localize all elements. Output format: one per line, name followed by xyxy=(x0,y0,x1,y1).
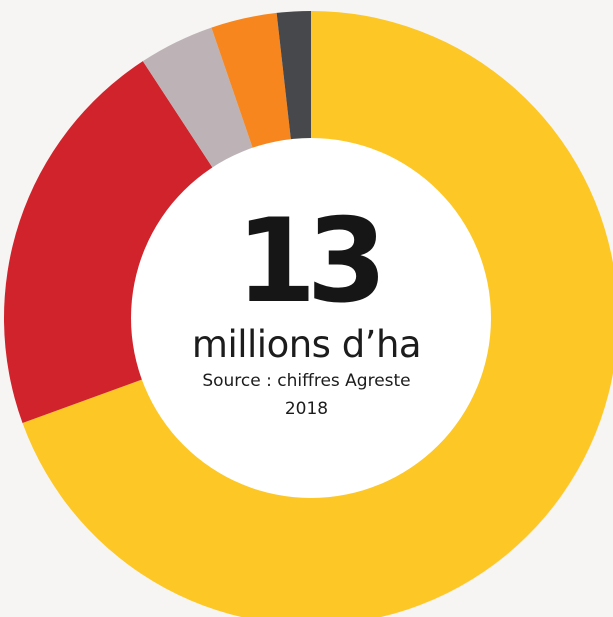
unit-label: millions d’ha xyxy=(191,323,422,366)
donut-hole xyxy=(131,138,491,498)
source-year: 2018 xyxy=(284,399,329,419)
source-label: Source : chiffres Agreste xyxy=(202,371,411,391)
total-value: 13 xyxy=(235,194,387,329)
